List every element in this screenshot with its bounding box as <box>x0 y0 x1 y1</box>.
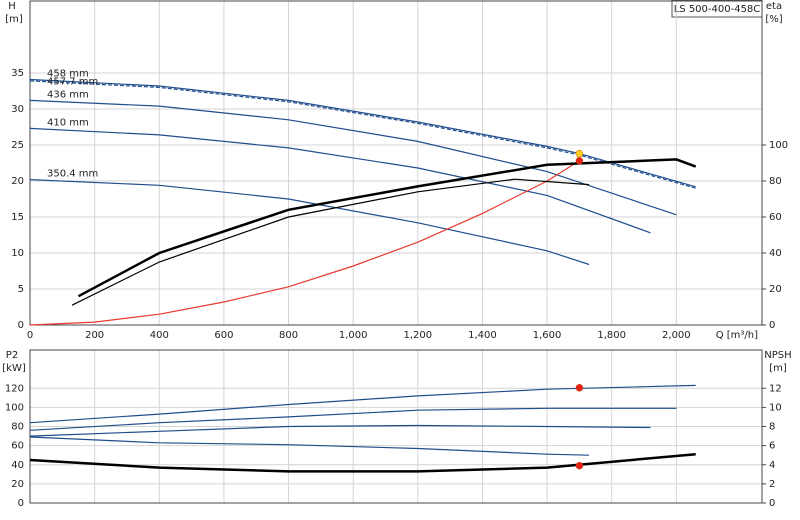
y2-tick-label: 2 <box>769 479 775 490</box>
x-tick-label: 600 <box>214 330 233 341</box>
y-tick-label: 40 <box>11 460 24 471</box>
curve-label: 458 mm <box>47 68 89 79</box>
y-tick-label: 20 <box>11 176 24 187</box>
plot-frame <box>29 0 763 326</box>
x-tick-label: 400 <box>150 330 169 341</box>
curve <box>29 99 677 216</box>
y2-tick-label: 100 <box>769 140 788 151</box>
x-tick-label: 2,000 <box>662 330 691 341</box>
y-tick-label: 30 <box>11 104 24 115</box>
efficiency-curve <box>77 158 697 298</box>
y-tick-label: 15 <box>11 212 24 223</box>
y-label: H <box>8 1 16 12</box>
curve-label: 410 mm <box>47 117 89 128</box>
y-label: P2 <box>6 350 18 361</box>
x-tick-label: 1,600 <box>533 330 562 341</box>
y-tick-label: 80 <box>11 422 24 433</box>
y-tick-label: 25 <box>11 140 24 151</box>
operating-point <box>575 149 584 158</box>
y2-label: NPSH <box>764 350 791 361</box>
curve-label: 350.4 mm <box>47 169 98 180</box>
y-tick-label: 10 <box>11 248 24 259</box>
y2-tick-label: 80 <box>769 176 782 187</box>
curve <box>29 424 651 437</box>
x-tick-label: 1,800 <box>597 330 626 341</box>
y-tick-label: 5 <box>18 284 24 295</box>
y2-tick-label: 40 <box>769 248 782 259</box>
y-tick-label: 120 <box>5 383 24 394</box>
x-tick-label: 1,000 <box>339 330 368 341</box>
y2-tick-label: 20 <box>769 284 782 295</box>
y-unit: [kW] <box>2 363 26 374</box>
curve <box>29 127 651 234</box>
operating-point <box>575 384 584 392</box>
curve <box>29 179 590 266</box>
y2-tick-label: 8 <box>769 422 775 433</box>
x-tick-label: 1,200 <box>403 330 432 341</box>
y-tick-label: 35 <box>11 68 24 79</box>
y-unit: [m] <box>5 14 23 25</box>
y2-label: eta <box>766 1 782 12</box>
y-tick-label: 0 <box>18 498 24 509</box>
curve <box>29 407 677 431</box>
curve <box>29 160 580 326</box>
x-tick-label: 0 <box>27 330 33 341</box>
x-tick-label: 800 <box>279 330 298 341</box>
curve-label: 457.7 mm <box>47 76 98 87</box>
x-label: Q [m³/h] <box>716 330 758 341</box>
y2-tick-label: 4 <box>769 460 775 471</box>
efficiency-curve <box>29 452 696 473</box>
y2-tick-label: 0 <box>769 498 775 509</box>
y2-tick-label: 60 <box>769 212 782 223</box>
curve <box>29 384 696 424</box>
x-tick-label: 200 <box>85 330 104 341</box>
annotation: LS 500-400-458C <box>674 4 761 15</box>
y2-tick-label: 10 <box>769 402 782 413</box>
plot-frame <box>29 349 763 504</box>
y-tick-label: 100 <box>5 402 24 413</box>
operating-point <box>575 461 584 470</box>
y-tick-label: 60 <box>11 441 24 452</box>
efficiency-curve <box>71 178 590 306</box>
y2-unit: [%] <box>765 14 782 25</box>
y-tick-label: 20 <box>11 479 24 490</box>
y2-unit: [m] <box>769 363 787 374</box>
operating-point <box>575 157 584 165</box>
curve <box>29 436 590 456</box>
y2-tick-label: 12 <box>769 383 782 394</box>
y-tick-label: 0 <box>18 320 24 331</box>
curve-label: 436 mm <box>47 89 89 100</box>
x-tick-label: 1,400 <box>468 330 497 341</box>
y2-tick-label: 0 <box>769 320 775 331</box>
y2-tick-label: 6 <box>769 441 775 452</box>
